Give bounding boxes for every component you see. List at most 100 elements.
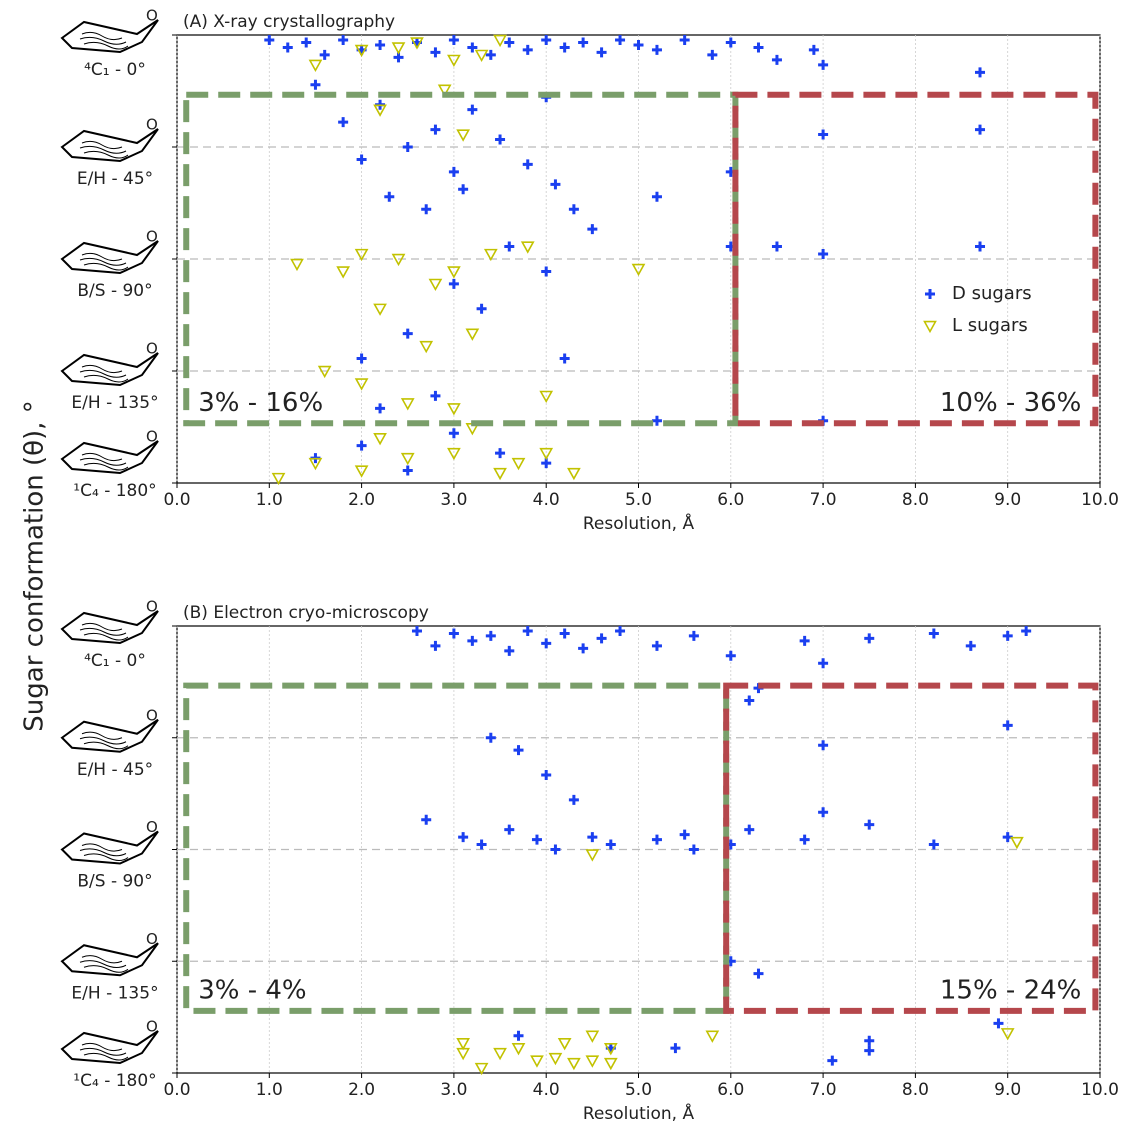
point xyxy=(928,839,939,850)
point xyxy=(428,278,443,292)
point xyxy=(596,47,607,58)
point xyxy=(520,241,535,254)
point xyxy=(928,628,939,639)
point xyxy=(421,814,432,825)
x-tick-label: 4.0 xyxy=(533,490,560,510)
point xyxy=(827,1055,838,1066)
point xyxy=(615,625,626,636)
point xyxy=(864,633,875,644)
point xyxy=(725,37,736,48)
legend-label: D sugars xyxy=(952,283,1032,304)
region-box xyxy=(732,91,1099,427)
point xyxy=(864,1045,875,1056)
point xyxy=(356,154,367,165)
point xyxy=(319,49,330,60)
chart-title: (B) Electron cryo-microscopy xyxy=(183,603,429,623)
point xyxy=(336,266,350,279)
chair-icon xyxy=(61,338,159,386)
point xyxy=(688,844,699,855)
chair-icon xyxy=(61,426,159,474)
x-tick-label: 2.0 xyxy=(348,490,375,510)
point xyxy=(467,635,478,646)
point xyxy=(467,104,478,115)
chart-title: (A) X-ray crystallography xyxy=(183,12,395,32)
region-box xyxy=(183,91,739,427)
point xyxy=(651,640,662,651)
point xyxy=(485,732,496,743)
point xyxy=(559,42,570,53)
point xyxy=(437,84,452,97)
point xyxy=(559,628,570,639)
point xyxy=(587,832,598,843)
legend-label: L sugars xyxy=(952,315,1028,336)
point xyxy=(550,179,561,190)
x-tick-label: 0.0 xyxy=(163,1080,190,1100)
point xyxy=(753,968,764,979)
x-tick-label: 2.0 xyxy=(348,1080,375,1100)
point xyxy=(541,34,552,45)
point xyxy=(308,457,323,471)
point xyxy=(373,303,387,316)
point xyxy=(485,49,496,60)
point xyxy=(356,440,367,451)
y-tick-label: B/S - 90° xyxy=(77,872,152,892)
point xyxy=(310,79,321,90)
point xyxy=(511,457,526,471)
x-tick-label: 3.0 xyxy=(440,1080,467,1100)
point xyxy=(744,824,755,835)
x-tick-label: 5.0 xyxy=(625,490,652,510)
point xyxy=(808,44,819,55)
point xyxy=(605,839,616,850)
point xyxy=(458,184,469,195)
x-tick-label: 6.0 xyxy=(717,1080,744,1100)
point xyxy=(993,1018,1004,1029)
point xyxy=(402,142,413,152)
point xyxy=(373,432,387,446)
point xyxy=(705,1030,720,1043)
chair-icon xyxy=(61,928,159,977)
point xyxy=(651,834,662,845)
point xyxy=(354,465,369,478)
point xyxy=(587,224,598,235)
point xyxy=(530,1055,544,1068)
chair-icon xyxy=(61,817,159,865)
point xyxy=(522,44,533,55)
y-tick-label: ¹C₄ - 180° xyxy=(73,481,156,501)
point xyxy=(456,129,470,142)
point xyxy=(402,328,413,339)
point xyxy=(633,39,644,50)
point xyxy=(651,44,662,55)
point xyxy=(522,159,533,170)
point xyxy=(448,428,459,439)
point xyxy=(467,42,478,53)
point xyxy=(338,117,349,128)
point xyxy=(430,640,441,651)
region-label: 3% - 4% xyxy=(198,975,306,1005)
point xyxy=(567,467,581,481)
point xyxy=(391,42,406,55)
point xyxy=(513,1030,524,1041)
point xyxy=(585,1030,600,1043)
point xyxy=(495,134,506,145)
point xyxy=(430,47,441,58)
region-label: 3% - 16% xyxy=(198,388,323,418)
point xyxy=(1002,630,1013,641)
x-tick-label: 5.0 xyxy=(625,1080,652,1100)
point xyxy=(474,1062,489,1076)
point xyxy=(818,249,829,260)
point xyxy=(391,253,406,267)
point xyxy=(707,49,718,60)
point xyxy=(354,378,369,391)
y-axis-label: Sugar conformation (θ), ° xyxy=(20,400,50,731)
point xyxy=(679,829,690,840)
point xyxy=(975,241,986,252)
region-label: 10% - 36% xyxy=(940,388,1082,418)
point xyxy=(448,34,459,45)
point xyxy=(465,328,480,341)
point xyxy=(1010,836,1024,850)
x-tick-label: 9.0 xyxy=(994,490,1021,510)
point xyxy=(448,166,459,177)
point xyxy=(818,129,829,140)
point xyxy=(271,472,286,486)
region-box xyxy=(723,682,1099,1014)
